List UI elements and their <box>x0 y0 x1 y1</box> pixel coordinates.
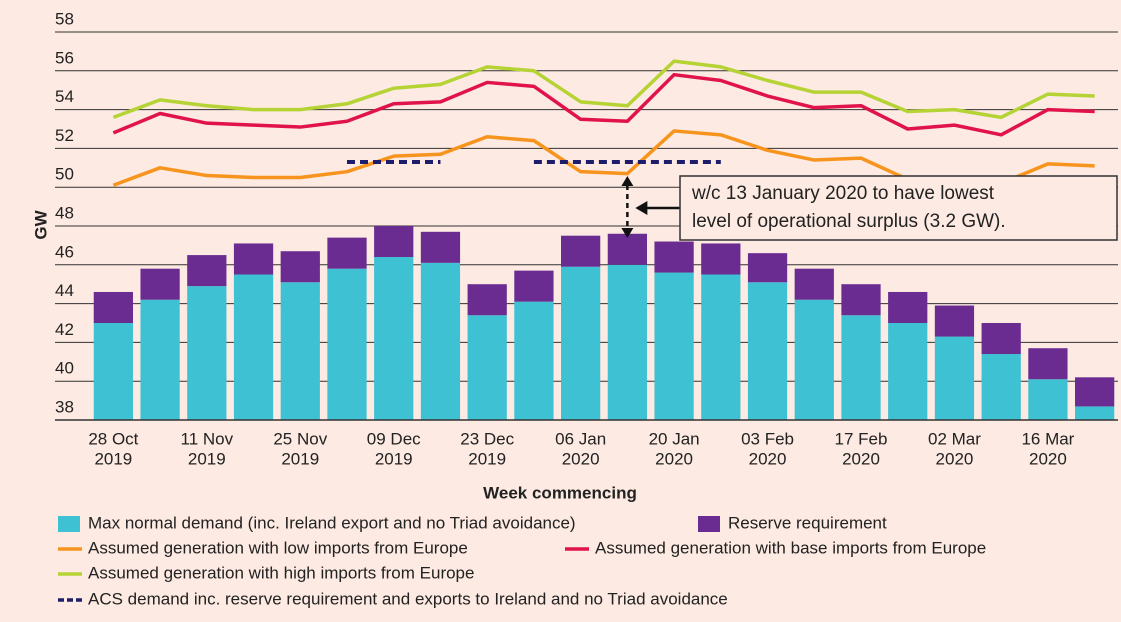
x-tick-label: 06 Jan <box>555 429 606 448</box>
x-tick-label: 25 Nov <box>273 429 327 448</box>
bar <box>1028 348 1068 380</box>
bar <box>841 284 881 316</box>
bar <box>934 336 975 420</box>
bar <box>1075 406 1115 420</box>
bar <box>561 235 601 267</box>
bar <box>981 323 1021 355</box>
bar <box>701 243 741 275</box>
x-tick-label: 16 Mar <box>1021 429 1074 448</box>
x-tick-label: 2019 <box>468 449 506 468</box>
bar <box>374 226 414 258</box>
y-tick-label: 52 <box>55 126 74 145</box>
legend-label: Assumed generation with high imports fro… <box>88 563 474 582</box>
bar <box>420 262 461 420</box>
bar <box>561 266 601 420</box>
bar <box>374 257 414 420</box>
x-tick-label: 02 Mar <box>928 429 981 448</box>
bar <box>233 274 274 420</box>
y-tick-label: 50 <box>55 165 74 184</box>
bar <box>93 323 133 420</box>
bar <box>794 268 834 300</box>
bar <box>747 282 788 420</box>
bar <box>607 233 647 265</box>
y-axis-title: GW <box>31 209 50 239</box>
line <box>112 72 1095 137</box>
y-tick-label: 42 <box>55 320 74 339</box>
annotation-text: w/c 13 January 2020 to have lowest <box>691 183 995 204</box>
bar <box>888 323 928 420</box>
y-tick-label: 54 <box>55 87 74 106</box>
bar <box>420 231 461 263</box>
bar <box>794 299 834 420</box>
bar <box>93 291 133 323</box>
bar <box>514 301 554 420</box>
x-tick-label: 2020 <box>936 449 974 468</box>
bar <box>747 253 788 283</box>
bar <box>467 315 507 420</box>
legend-label: Max normal demand (inc. Ireland export a… <box>88 513 576 532</box>
legend-label: Reserve requirement <box>728 513 887 532</box>
bar <box>934 305 975 337</box>
bar <box>280 251 320 283</box>
x-tick-label: 11 Nov <box>181 429 234 448</box>
x-tick-label: 2019 <box>375 449 413 468</box>
x-tick-label: 2019 <box>281 449 319 468</box>
line <box>112 59 1095 120</box>
legend-swatch <box>58 516 80 532</box>
legend-label: Assumed generation with base imports fro… <box>595 538 986 557</box>
x-tick-label: 2020 <box>1029 449 1067 468</box>
x-tick-label: 17 Feb <box>835 429 888 448</box>
arrow-head <box>621 228 634 238</box>
bar <box>1028 379 1068 420</box>
bar <box>187 286 227 420</box>
x-tick-label: 20 Jan <box>649 429 700 448</box>
arrow-head <box>635 201 648 215</box>
x-tick-label: 2020 <box>562 449 600 468</box>
bar <box>280 282 320 420</box>
bar <box>981 354 1021 420</box>
x-tick-label: 2020 <box>842 449 880 468</box>
bar <box>841 315 881 420</box>
x-tick-label: 03 Feb <box>741 429 794 448</box>
bar <box>327 237 367 269</box>
x-tick-label: 28 Oct <box>88 429 138 448</box>
annotation-text: level of operational surplus (3.2 GW). <box>692 211 1006 232</box>
bar <box>140 268 180 300</box>
legend-swatch <box>698 516 720 532</box>
legend-label: ACS demand inc. reserve requirement and … <box>88 589 728 608</box>
y-tick-label: 40 <box>55 359 74 378</box>
y-tick-label: 48 <box>55 203 74 222</box>
x-tick-label: 2019 <box>94 449 132 468</box>
y-tick-label: 58 <box>55 9 74 28</box>
x-tick-label: 2019 <box>188 449 226 468</box>
x-axis-title: Week commencing <box>483 483 637 502</box>
legend-label: Assumed generation with low imports from… <box>88 538 468 557</box>
bar <box>701 274 741 420</box>
y-tick-label: 38 <box>55 397 74 416</box>
x-tick-label: 23 Dec <box>460 429 514 448</box>
y-tick-label: 46 <box>55 242 74 261</box>
y-tick-label: 56 <box>55 48 74 67</box>
bar <box>888 291 928 323</box>
bar <box>140 299 180 420</box>
bar <box>187 255 227 287</box>
bar <box>327 268 367 420</box>
bar <box>514 270 554 302</box>
bar <box>607 264 647 420</box>
arrow-head <box>621 176 634 186</box>
bar <box>654 272 694 420</box>
x-tick-label: 2020 <box>655 449 693 468</box>
x-tick-label: 2020 <box>749 449 787 468</box>
bar <box>654 241 694 273</box>
bar <box>233 243 274 275</box>
bar <box>1075 377 1115 407</box>
bar <box>467 284 507 316</box>
y-tick-label: 44 <box>55 281 74 300</box>
x-tick-label: 09 Dec <box>367 429 421 448</box>
annotation-box <box>679 175 1118 241</box>
